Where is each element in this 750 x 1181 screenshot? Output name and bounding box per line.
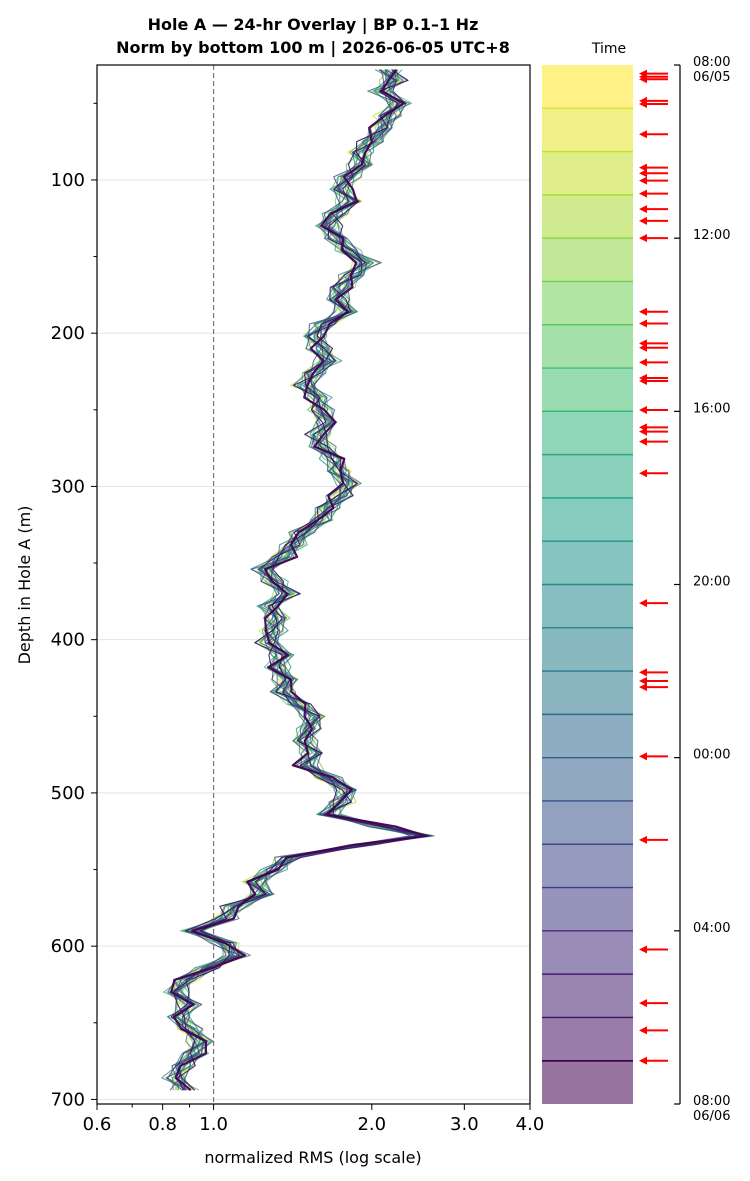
series-traces	[161, 68, 435, 1092]
event-arrow	[639, 189, 668, 198]
event-arrow	[639, 677, 668, 686]
event-arrow	[639, 176, 668, 185]
colorbar-band	[542, 671, 633, 715]
colorbar-band	[542, 454, 633, 498]
colorbar-band	[542, 151, 633, 195]
time-colorbar	[542, 65, 633, 1104]
event-arrow	[639, 234, 668, 243]
x-tick-label: 4.0	[516, 1114, 545, 1135]
series-line	[170, 69, 419, 1091]
colorbar-band	[542, 497, 633, 542]
event-arrow	[639, 1026, 668, 1035]
series-line	[168, 69, 435, 1091]
colorbar-band	[542, 1060, 633, 1104]
event-arrow	[639, 163, 668, 172]
y-tick-label: 500	[51, 783, 85, 804]
time-tick-label: 08:00	[693, 55, 730, 70]
y-tick-label: 700	[51, 1089, 85, 1110]
colorbar-band	[542, 108, 633, 152]
x-axis-label: normalized RMS (log scale)	[204, 1148, 421, 1167]
event-arrow	[639, 1056, 668, 1065]
event-arrow	[639, 599, 668, 608]
y-tick-label: 200	[51, 323, 85, 344]
event-arrow	[639, 343, 668, 352]
event-arrow	[639, 668, 668, 677]
time-tick-label: 08:00	[693, 1094, 730, 1109]
plot-frame	[96, 64, 531, 1105]
x-axis: 0.6 0.8 1.0 2.0 3.0 4.0	[83, 1104, 545, 1135]
event-arrow	[639, 319, 668, 328]
colorbar-band	[542, 584, 633, 628]
event-arrows	[639, 69, 668, 1065]
x-tick-label: 0.8	[148, 1114, 177, 1135]
chart-title-line2: Norm by bottom 100 m | 2026-06-05 UTC+8	[116, 38, 510, 58]
colorbar-band	[542, 65, 633, 109]
time-axis-header: Time	[591, 41, 626, 57]
y-tick-label: 300	[51, 476, 85, 497]
time-tick-label: 00:00	[693, 748, 730, 763]
event-arrow	[639, 358, 668, 367]
colorbar-band	[542, 194, 633, 239]
grid-lines	[97, 179, 530, 1100]
time-tick-label: 04:00	[693, 921, 730, 936]
time-axis: 08:0006/0512:0016:0020:0000:0004:0008:00…	[674, 55, 730, 1124]
colorbar-band	[542, 411, 633, 455]
colorbar-band	[542, 887, 633, 931]
y-axis-label: Depth in Hole A (m)	[15, 506, 34, 665]
event-arrow	[639, 377, 668, 386]
y-axis: 100 200 300 400 500 600 700	[51, 102, 97, 1110]
event-arrow	[639, 205, 668, 214]
time-tick-label: 12:00	[693, 228, 730, 243]
colorbar-band	[542, 324, 633, 369]
series-line	[172, 69, 430, 1091]
chart-title-line1: Hole A — 24-hr Overlay | BP 0.1–1 Hz	[148, 15, 479, 35]
event-arrow	[639, 99, 668, 108]
colorbar-band	[542, 627, 633, 672]
colorbar-band	[542, 541, 633, 585]
time-tick-label: 16:00	[693, 401, 730, 416]
colorbar-band	[542, 974, 633, 1018]
x-tick-label: 0.6	[83, 1114, 112, 1135]
event-arrow	[639, 752, 668, 761]
series-line	[170, 68, 427, 1092]
event-arrow	[639, 683, 668, 692]
event-arrow	[639, 307, 668, 316]
y-tick-label: 600	[51, 936, 85, 957]
event-arrow	[639, 216, 668, 225]
time-tick-date: 06/05	[693, 70, 730, 85]
series-line	[174, 69, 422, 1091]
event-arrow	[639, 130, 668, 139]
colorbar-band	[542, 281, 633, 325]
x-tick-label: 2.0	[357, 1114, 386, 1135]
event-arrow	[639, 427, 668, 436]
event-arrow	[639, 999, 668, 1008]
colorbar-band	[542, 714, 633, 758]
y-tick-label: 400	[51, 630, 85, 651]
colorbar-band	[542, 757, 633, 801]
event-arrow	[639, 469, 668, 478]
time-tick-label: 20:00	[693, 575, 730, 590]
event-arrow	[639, 169, 668, 178]
x-tick-label: 3.0	[450, 1114, 479, 1135]
event-arrow	[639, 945, 668, 954]
colorbar-band	[542, 1017, 633, 1061]
colorbar-band	[542, 930, 633, 975]
colorbar-band	[542, 844, 633, 888]
time-tick-date: 06/06	[693, 1109, 730, 1124]
colorbar-band	[542, 800, 633, 845]
x-tick-label: 1.0	[199, 1114, 228, 1135]
colorbar-band	[542, 368, 633, 412]
colorbar-band	[542, 238, 633, 282]
event-arrow	[639, 75, 668, 84]
event-arrow	[639, 437, 668, 446]
event-arrow	[639, 835, 668, 844]
event-arrow	[639, 406, 668, 415]
y-tick-label: 100	[51, 170, 85, 191]
